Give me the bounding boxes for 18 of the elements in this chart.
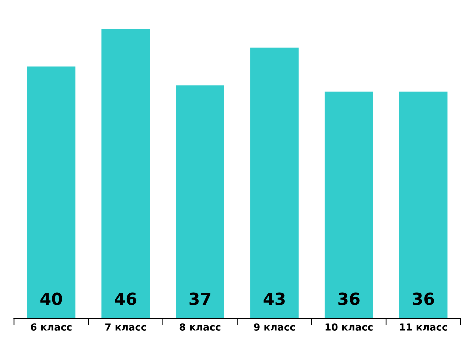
data-label: 36: [413, 292, 434, 306]
data-label: 43: [264, 292, 285, 306]
x-tick-label: 6 класс: [31, 324, 72, 331]
bar: [399, 92, 448, 319]
bar: [27, 66, 76, 319]
bar: [250, 48, 299, 319]
x-tick-label: 11 класс: [400, 324, 448, 331]
x-tick-label: 7 класс: [106, 324, 146, 331]
data-label: 40: [40, 292, 62, 306]
x-tick-label: 10 класс: [326, 324, 373, 331]
data-label: 46: [115, 292, 137, 306]
data-label: 37: [190, 292, 211, 306]
bar: [176, 86, 224, 319]
data-label: 36: [338, 292, 360, 306]
bar: [324, 92, 374, 319]
bar: [102, 28, 150, 319]
x-tick-label: 8 класс: [180, 324, 221, 331]
x-tick-label: 9 класс: [254, 324, 296, 331]
